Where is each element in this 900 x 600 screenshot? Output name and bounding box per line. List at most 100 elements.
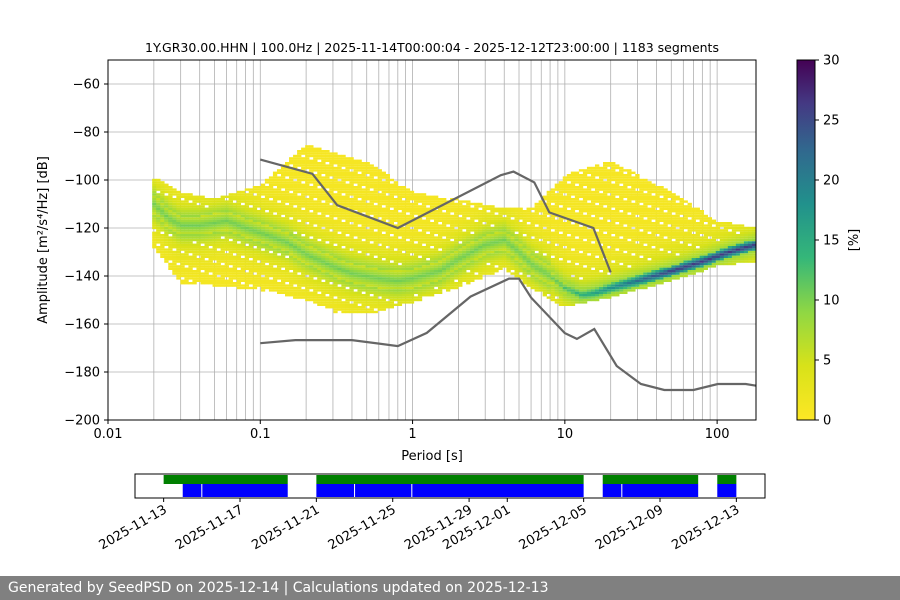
heatmap-cell — [566, 195, 572, 198]
heatmap-cell — [566, 174, 572, 177]
heatmap-cell — [152, 210, 157, 213]
heatmap-cell — [264, 224, 270, 227]
heatmap-cell — [160, 246, 165, 249]
heatmap-cell — [152, 226, 157, 230]
heatmap-cell — [176, 205, 181, 208]
heatmap-cell — [562, 253, 568, 256]
heatmap-cell — [224, 200, 229, 203]
heatmap-cell — [389, 253, 394, 256]
heatmap-cell — [373, 212, 378, 215]
heatmap-cell — [297, 162, 302, 165]
heatmap-cell — [542, 289, 547, 292]
heatmap-cell — [389, 258, 394, 261]
heatmap-cell — [337, 222, 342, 225]
heatmap-cell — [482, 272, 487, 275]
heatmap-cell — [542, 231, 547, 234]
heatmap-cell — [333, 169, 338, 172]
heatmap-cell — [578, 236, 584, 239]
heatmap-cell — [248, 248, 254, 251]
heatmap-cell — [329, 270, 334, 273]
heatmap-cell — [176, 238, 181, 242]
heatmap-cell — [409, 217, 415, 220]
heatmap-cell — [405, 260, 411, 263]
heatmap-cell — [607, 171, 612, 174]
heatmap-cell — [470, 210, 475, 213]
heatmap-cell — [603, 166, 608, 170]
heatmap-cell — [389, 250, 394, 254]
heatmap-cell — [586, 183, 592, 186]
heatmap-cell — [381, 193, 386, 196]
heatmap-cell — [301, 236, 306, 239]
heatmap-cell — [607, 248, 612, 251]
heatmap-cell — [474, 250, 479, 254]
heatmap-cell — [554, 234, 560, 237]
heatmap-cell — [546, 274, 551, 278]
heatmap-cell — [329, 205, 334, 208]
heatmap-cell — [586, 166, 592, 170]
heatmap-cell — [293, 169, 298, 172]
heatmap-cell — [421, 219, 427, 222]
heatmap-cell — [293, 289, 298, 292]
heatmap-cell — [228, 255, 233, 258]
heatmap-cell — [603, 270, 608, 273]
heatmap-cell — [599, 198, 604, 201]
heatmap-cell — [570, 279, 576, 282]
heatmap-cell — [377, 265, 382, 268]
heatmap-cell — [546, 246, 551, 249]
heatmap-cell — [413, 267, 419, 270]
heatmap-cell — [276, 289, 282, 292]
heatmap-cell — [446, 282, 451, 285]
heatmap-cell — [377, 224, 382, 227]
heatmap-cell — [486, 260, 491, 263]
heatmap-cell — [341, 282, 346, 285]
heatmap-cell — [268, 226, 274, 230]
heatmap-cell — [365, 188, 370, 191]
heatmap-cell — [530, 282, 535, 285]
heatmap-cell — [578, 186, 584, 189]
heatmap-cell — [506, 234, 511, 237]
heatmap-cell — [293, 164, 298, 167]
heatmap-cell — [405, 258, 411, 261]
heatmap-cell — [425, 243, 431, 246]
heatmap-cell — [514, 255, 519, 258]
heatmap-cell — [349, 306, 354, 309]
heatmap-cell — [321, 176, 326, 179]
heatmap-cell — [582, 236, 588, 239]
heatmap-cell — [397, 200, 403, 203]
heatmap-cell — [264, 246, 270, 249]
heatmap-cell — [329, 154, 334, 158]
heatmap-cell — [341, 190, 346, 194]
heatmap-cell — [393, 181, 399, 184]
heatmap-cell — [264, 205, 270, 208]
heatmap-cell — [578, 238, 584, 242]
heatmap-cell — [345, 258, 350, 261]
heatmap-cell — [317, 152, 322, 155]
heatmap-cell — [329, 243, 334, 246]
heatmap-cell — [313, 258, 318, 261]
heatmap-cell — [365, 294, 370, 297]
heatmap-cell — [196, 241, 201, 244]
heatmap-cell — [168, 243, 173, 246]
heatmap-cell — [442, 229, 447, 232]
heatmap-cell — [570, 272, 576, 275]
heatmap-cell — [305, 272, 310, 275]
heatmap-cell — [188, 238, 193, 242]
heatmap-cell — [285, 162, 290, 165]
heatmap-cell — [289, 248, 294, 251]
heatmap-cell — [409, 190, 415, 194]
heatmap-cell — [285, 212, 290, 215]
heatmap-cell — [474, 222, 479, 225]
heatmap-cell — [369, 243, 374, 246]
heatmap-cell — [272, 277, 278, 280]
heatmap-cell — [603, 183, 608, 186]
heatmap-cell — [301, 279, 306, 282]
heatmap-cell — [301, 198, 306, 201]
heatmap-cell — [514, 234, 519, 237]
heatmap-cell — [240, 262, 246, 266]
heatmap-cell — [268, 255, 274, 258]
heatmap-cell — [433, 205, 439, 208]
heatmap-cell — [345, 241, 350, 244]
heatmap-cell — [260, 238, 266, 242]
heatmap-cell — [425, 214, 431, 218]
heatmap-cell — [510, 262, 515, 266]
